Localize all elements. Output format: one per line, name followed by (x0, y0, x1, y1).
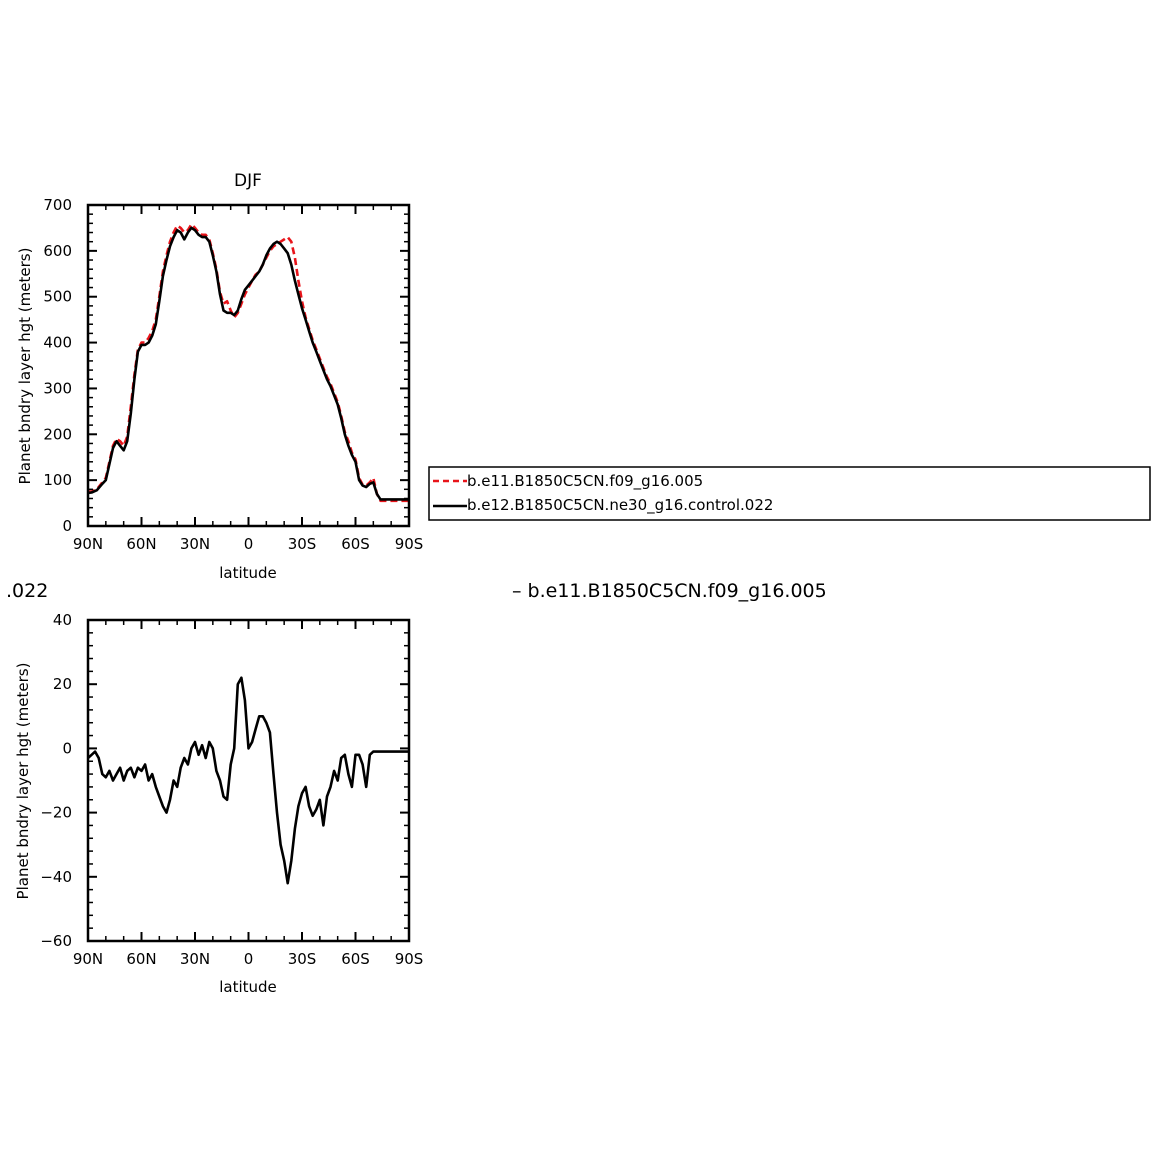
top-y-tick-label: 700 (43, 196, 72, 214)
top-y-tick-label: 400 (43, 334, 72, 352)
bottom-title-fragment-right: – b.e11.B1850C5CN.f09_g16.005 (512, 580, 827, 602)
bottom-x-tick-label: 60S (341, 950, 370, 968)
bottom-panel: .022 – b.e11.B1850C5CN.f09_g16.005 90N 60… (6, 580, 827, 996)
top-panel: DJF 90N 60N 30N 0 30S 60S 90S 0 100 200 300 400 500 6… (16, 171, 1151, 582)
legend-entry-1: b.e12.B1850C5CN.ne30_g16.control.022 (467, 496, 773, 515)
top-series-layer (87, 223, 409, 503)
bottom-y-tick-label: −60 (40, 932, 72, 950)
top-y-tick-label: 0 (62, 517, 72, 535)
top-legend: b.e11.B1850C5CN.f09_g16.005 b.e12.B1850C… (428, 466, 1151, 521)
bottom-y-tick-label: 40 (53, 611, 72, 629)
top-y-tick-label: 200 (43, 425, 72, 443)
bottom-x-tick-label: 30N (180, 950, 210, 968)
bottom-y-tick-label: 0 (62, 739, 72, 757)
top-y-tick-label: 300 (43, 379, 72, 397)
bottom-x-tick-label: 90S (395, 950, 424, 968)
top-x-tick-label: 60S (341, 535, 370, 553)
bottom-x-tick-label: 0 (244, 950, 254, 968)
bottom-title-fragment-left: .022 (6, 580, 48, 602)
bottom-y-tick-label: −20 (40, 804, 72, 822)
bottom-x-tick-label: 30S (288, 950, 317, 968)
top-series-line-1 (87, 226, 409, 501)
top-y-tick-label: 500 (43, 288, 72, 306)
bottom-x-tick-label: 90N (73, 950, 103, 968)
bottom-plot-frame (86, 618, 411, 943)
bottom-y-axis-title: Planet bndry layer hgt (meters) (14, 663, 32, 900)
top-x-tick-label: 0 (244, 535, 254, 553)
top-y-tick-label: 100 (43, 471, 72, 489)
bottom-series-layer (87, 676, 409, 885)
legend-entry-0: b.e11.B1850C5CN.f09_g16.005 (467, 472, 703, 491)
bottom-ticks: 90N 60N 30N 0 30S 60S 90S −60 −40 −20 0 20 40 (40, 611, 423, 968)
bottom-y-tick-label: 20 (53, 675, 72, 693)
legend-box (428, 466, 1151, 521)
top-x-axis-title: latitude (219, 564, 277, 582)
top-y-tick-label: 600 (43, 242, 72, 260)
bottom-y-tick-label: −40 (40, 868, 72, 886)
bottom-x-tick-label: 60N (126, 950, 156, 968)
top-y-axis-title: Planet bndry layer hgt (meters) (16, 248, 34, 485)
top-x-tick-label: 30N (180, 535, 210, 553)
top-ticks: 90N 60N 30N 0 30S 60S 90S 0 100 200 300 400 500 600 70… (43, 196, 423, 553)
top-x-tick-label: 90N (73, 535, 103, 553)
top-x-tick-label: 60N (126, 535, 156, 553)
bottom-series-line-0 (87, 676, 409, 885)
top-x-tick-label: 30S (288, 535, 317, 553)
top-x-tick-label: 90S (395, 535, 424, 553)
top-chart-title: DJF (234, 171, 262, 191)
bottom-x-axis-title: latitude (219, 978, 277, 996)
